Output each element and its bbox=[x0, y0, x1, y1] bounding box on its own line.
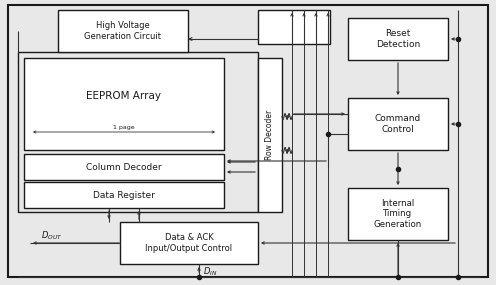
Bar bbox=[24, 182, 224, 208]
Bar bbox=[24, 58, 224, 150]
Text: Reset
Detection: Reset Detection bbox=[376, 29, 420, 49]
Text: EEPROM Array: EEPROM Array bbox=[86, 91, 162, 101]
Text: $D_{IN}$: $D_{IN}$ bbox=[203, 266, 217, 278]
Bar bbox=[348, 188, 448, 240]
Bar bbox=[24, 154, 224, 180]
Text: Internal
Timing
Generation: Internal Timing Generation bbox=[374, 199, 422, 229]
Text: Data & ACK
Input/Output Control: Data & ACK Input/Output Control bbox=[145, 233, 233, 253]
Bar bbox=[120, 222, 258, 264]
Text: Row Decoder: Row Decoder bbox=[265, 110, 274, 160]
Text: Command
Control: Command Control bbox=[375, 114, 421, 134]
Text: High Voltage
Generation Circuit: High Voltage Generation Circuit bbox=[84, 21, 162, 41]
Text: Column Decoder: Column Decoder bbox=[86, 162, 162, 172]
Bar bbox=[348, 18, 448, 60]
Text: Data Register: Data Register bbox=[93, 190, 155, 200]
Bar bbox=[348, 98, 448, 150]
Bar bbox=[58, 10, 188, 52]
Bar bbox=[18, 52, 258, 212]
Bar bbox=[258, 10, 330, 44]
Bar bbox=[258, 58, 282, 212]
Text: 1 page: 1 page bbox=[113, 125, 135, 129]
Text: $D_{OUT}$: $D_{OUT}$ bbox=[41, 230, 62, 242]
